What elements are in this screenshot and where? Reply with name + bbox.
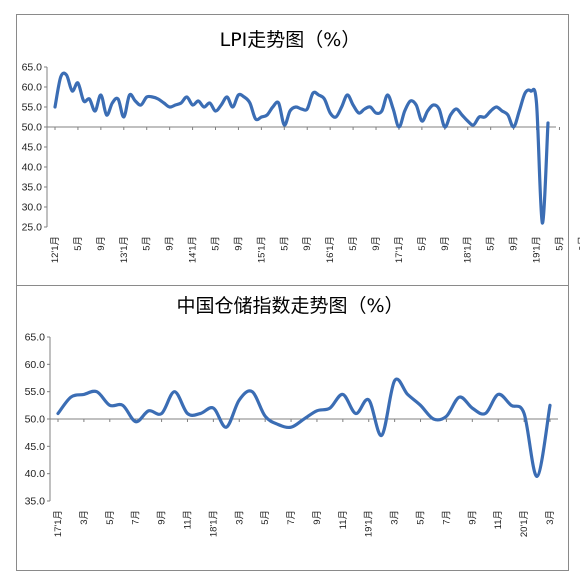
- figure-frame: [16, 14, 569, 571]
- x-tick-label: 5月: [348, 236, 359, 251]
- x-tick-label: 9月: [96, 236, 107, 251]
- x-tick-label: 13'1月: [119, 236, 130, 263]
- x-tick-label: 11月: [182, 510, 193, 529]
- x-tick-label: 7月: [131, 510, 142, 525]
- x-tick-label: 19'1月: [532, 236, 543, 263]
- storage-index-chart: 65.0 60.0 55.0 50.0 45.0 40.0 35.0 17'1月 3月 5月 7月 9…: [25, 332, 558, 537]
- x-tick-label: 9月: [233, 236, 244, 251]
- y-tick-label: 65.0: [25, 332, 46, 344]
- x-tick-label: 16'1月: [325, 236, 336, 263]
- x-tick-label: 20'1月: [519, 510, 530, 537]
- x-tick-label: 19'1月: [364, 510, 375, 537]
- x-tick-label: 17'1月: [53, 510, 64, 537]
- lpi-chart: 65.0 60.0 55.0 50.0 45.0 40.0 35.0 30.0 25.0 12'1…: [22, 62, 580, 264]
- x-tick-label: 9月: [467, 510, 478, 525]
- x-tick-label: 9月: [509, 236, 520, 251]
- series-line: [53, 71, 550, 225]
- x-tick-label: 14'1月: [188, 236, 199, 263]
- series-line: [56, 377, 552, 479]
- x-tick-label: 7月: [286, 510, 297, 525]
- y-tick-label: 40.0: [22, 162, 43, 174]
- x-tick-label: 9月: [302, 236, 313, 251]
- x-tick-label: 5月: [73, 236, 84, 251]
- x-tick-label: 5月: [211, 236, 222, 251]
- x-tick-label: 7月: [441, 510, 452, 525]
- x-tick-label: 5月: [486, 236, 497, 251]
- x-tick-label: 18'1月: [463, 236, 474, 263]
- x-tick-label: 11月: [493, 510, 504, 529]
- x-tick-label: 3月: [545, 510, 556, 525]
- y-tick-label: 50.0: [25, 414, 46, 426]
- x-tick-label: 9月: [577, 236, 580, 251]
- y-tick-label: 60.0: [22, 82, 43, 94]
- x-tick-label: 3月: [390, 510, 401, 525]
- y-tick-label: 55.0: [22, 102, 43, 114]
- x-tick-label: 12'1月: [50, 236, 61, 263]
- x-tick-label: 18'1月: [208, 510, 219, 537]
- chart-title-lpi: LPI走势图（%）: [220, 29, 361, 51]
- y-tick-label: 60.0: [25, 359, 46, 371]
- y-tick-label: 25.0: [22, 222, 43, 234]
- x-tick-label: 5月: [279, 236, 290, 251]
- y-tick-label: 45.0: [25, 441, 46, 453]
- x-tick-label: 5月: [105, 510, 116, 525]
- chart-title-storage: 中国仓储指数走势图（%）: [176, 295, 403, 317]
- x-tick-label: 9月: [157, 510, 168, 525]
- y-tick-label: 35.0: [22, 182, 43, 194]
- x-tick-label: 5月: [260, 510, 271, 525]
- y-tick-label: 50.0: [22, 122, 43, 134]
- x-tick-label: 9月: [440, 236, 451, 251]
- x-tick-label: 11月: [338, 510, 349, 529]
- x-tick-label: 5月: [417, 236, 428, 251]
- y-tick-label: 30.0: [22, 202, 43, 214]
- x-tick-label: 3月: [234, 510, 245, 525]
- x-tick-label: 9月: [165, 236, 176, 251]
- y-tick-label: 55.0: [25, 386, 46, 398]
- x-tick-label: 17'1月: [394, 236, 405, 263]
- x-tick-label: 3月: [79, 510, 90, 525]
- x-tick-label: 9月: [312, 510, 323, 525]
- y-tick-label: 45.0: [22, 142, 43, 154]
- x-tick-label: 15'1月: [256, 236, 267, 263]
- y-tick-label: 40.0: [25, 468, 46, 480]
- x-tick-label: 5月: [416, 510, 427, 525]
- y-tick-label: 35.0: [25, 496, 46, 508]
- x-tick-label: 5月: [554, 236, 565, 251]
- x-tick-label: 9月: [371, 236, 382, 251]
- y-tick-label: 65.0: [22, 62, 43, 74]
- x-tick-label: 5月: [142, 236, 153, 251]
